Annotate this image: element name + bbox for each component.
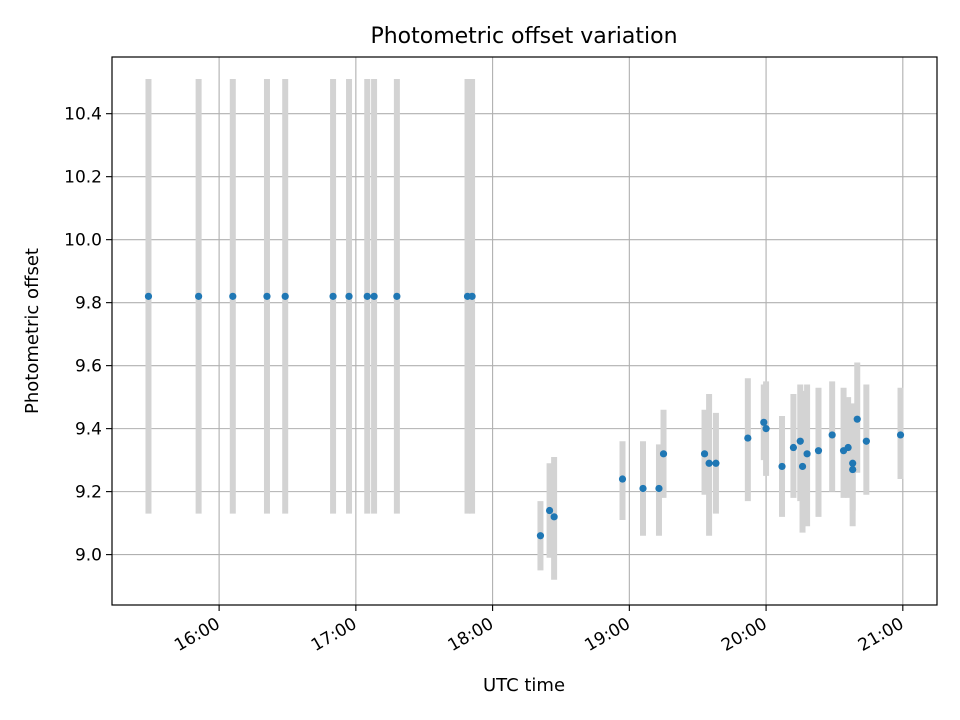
- data-point: [393, 292, 401, 300]
- data-point: [712, 459, 720, 467]
- data-point: [796, 437, 804, 445]
- data-point: [700, 450, 709, 458]
- y-tick-label: 9.0: [75, 546, 102, 566]
- data-point: [195, 292, 203, 300]
- x-tick-label: 17:00: [308, 614, 360, 656]
- data-point: [345, 292, 353, 300]
- x-tick-label: 20:00: [718, 614, 770, 656]
- data-point: [363, 292, 371, 300]
- data-points: [144, 292, 905, 540]
- data-point: [281, 292, 289, 300]
- data-point: [849, 465, 857, 474]
- data-point: [762, 425, 770, 433]
- y-axis-label: Photometric offset: [22, 248, 43, 414]
- y-tick-label: 9.6: [75, 357, 102, 377]
- data-point: [144, 292, 153, 300]
- x-axis-ticks: 16:00 17:00 18:00 19:00 20:00 21:00: [171, 605, 907, 656]
- data-point: [862, 437, 870, 445]
- y-tick-label: 9.8: [75, 294, 102, 314]
- data-point: [828, 431, 836, 439]
- x-tick-label: 19:00: [581, 614, 633, 656]
- data-point: [536, 532, 545, 540]
- data-point: [853, 415, 861, 423]
- data-point: [844, 443, 852, 452]
- data-point: [705, 459, 713, 467]
- data-point: [655, 484, 663, 493]
- plot-frame: [111, 56, 938, 606]
- x-tick-label: 21:00: [855, 614, 907, 656]
- data-point: [263, 292, 271, 300]
- y-tick-label: 10.0: [64, 231, 102, 251]
- data-point: [229, 292, 237, 300]
- grid-lines: [112, 57, 937, 605]
- data-point: [329, 292, 337, 300]
- data-point: [814, 447, 823, 455]
- data-point: [370, 292, 378, 300]
- y-tick-label: 9.2: [75, 483, 102, 503]
- data-point: [744, 434, 752, 442]
- data-point: [618, 475, 627, 483]
- data-point: [659, 450, 668, 458]
- data-point: [550, 513, 558, 521]
- y-tick-label: 9.4: [75, 420, 102, 440]
- data-point: [896, 431, 905, 439]
- y-tick-label: 10.2: [64, 168, 102, 188]
- y-axis-ticks: 9.0 9.2 9.4 9.6 9.8 10.0 10.2 10.4: [64, 105, 112, 566]
- chart-title: Photometric offset variation: [370, 24, 677, 49]
- error-bars: [145, 79, 904, 580]
- x-tick-label: 18:00: [445, 614, 497, 656]
- data-point: [789, 443, 798, 452]
- data-point: [778, 462, 786, 471]
- data-point: [798, 462, 807, 471]
- data-point: [639, 484, 647, 493]
- data-point: [545, 506, 554, 515]
- y-tick-label: 10.4: [64, 105, 102, 125]
- data-point: [803, 450, 811, 458]
- x-axis-label: UTC time: [483, 675, 565, 696]
- data-point: [468, 292, 476, 300]
- data-point: [760, 418, 768, 426]
- x-tick-label: 16:00: [171, 614, 223, 656]
- data-point: [849, 459, 857, 467]
